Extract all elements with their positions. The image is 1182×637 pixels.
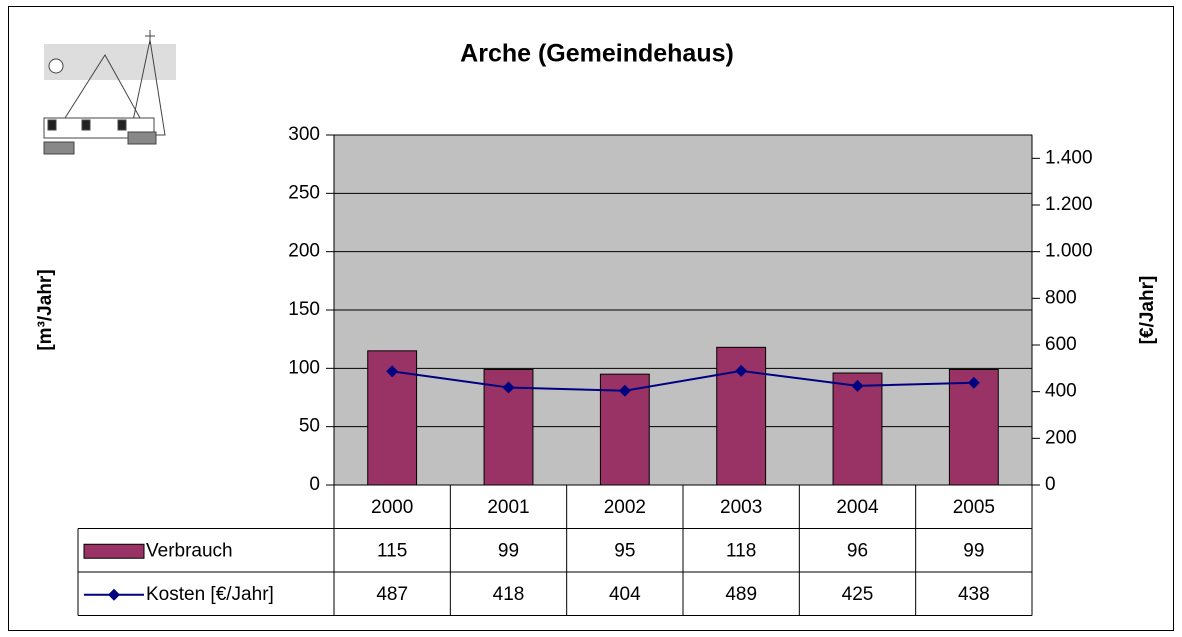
- table-value: 95: [614, 540, 635, 561]
- y2-tick-label: 400: [1045, 381, 1077, 402]
- table-value: 438: [958, 584, 990, 605]
- table-value: 99: [963, 540, 984, 561]
- y-tick-label: 200: [288, 241, 320, 262]
- x-tick-label: 2003: [720, 497, 762, 518]
- y2-tick-label: 0: [1045, 474, 1056, 495]
- line-marker: [967, 376, 980, 389]
- y2-axis-title: [€/Jahr]: [1137, 276, 1158, 345]
- logo: [42, 30, 178, 155]
- table-value: 96: [847, 540, 868, 561]
- y2-tick-label: 600: [1045, 334, 1077, 355]
- legend-swatch: [83, 543, 145, 559]
- y2-tick-label: 1.000: [1045, 241, 1093, 262]
- table-value: 487: [376, 584, 408, 605]
- table-value: 118: [726, 540, 756, 561]
- table-value: 489: [725, 584, 757, 605]
- line-marker: [618, 384, 631, 397]
- line-marker: [851, 379, 864, 392]
- y-axis-title: [m³/Jahr]: [35, 269, 56, 350]
- chart-title: Arche (Gemeindehaus): [460, 40, 734, 68]
- y-tick-label: 0: [309, 474, 320, 495]
- x-tick-label: 2005: [953, 497, 995, 518]
- x-tick-label: 2004: [836, 497, 879, 518]
- table-value: 99: [498, 540, 519, 561]
- table-value: 425: [842, 584, 874, 605]
- x-tick-label: 2002: [604, 497, 646, 518]
- y2-tick-label: 200: [1045, 427, 1077, 448]
- y-tick-label: 50: [299, 416, 320, 437]
- y-tick-label: 150: [288, 299, 320, 320]
- y-tick-label: 100: [288, 357, 320, 378]
- y2-tick-label: 1.200: [1045, 194, 1093, 215]
- legend-label: Kosten [€/Jahr]: [146, 584, 274, 605]
- y2-tick-label: 1.400: [1045, 147, 1093, 168]
- line-marker: [386, 365, 399, 378]
- legend-label: Verbrauch: [146, 540, 233, 561]
- line: [392, 369, 974, 392]
- y-tick-label: 250: [288, 182, 320, 203]
- x-tick-label: 2001: [487, 497, 529, 518]
- y-tick-label: 300: [288, 124, 320, 145]
- x-tick-label: 2000: [371, 497, 413, 518]
- line-marker: [502, 381, 515, 394]
- line-marker: [735, 364, 748, 377]
- y2-tick-label: 800: [1045, 287, 1077, 308]
- legend-swatch: [108, 588, 120, 601]
- table-value: 418: [493, 584, 525, 605]
- table-value: 404: [609, 584, 641, 605]
- table-value: 115: [377, 540, 407, 561]
